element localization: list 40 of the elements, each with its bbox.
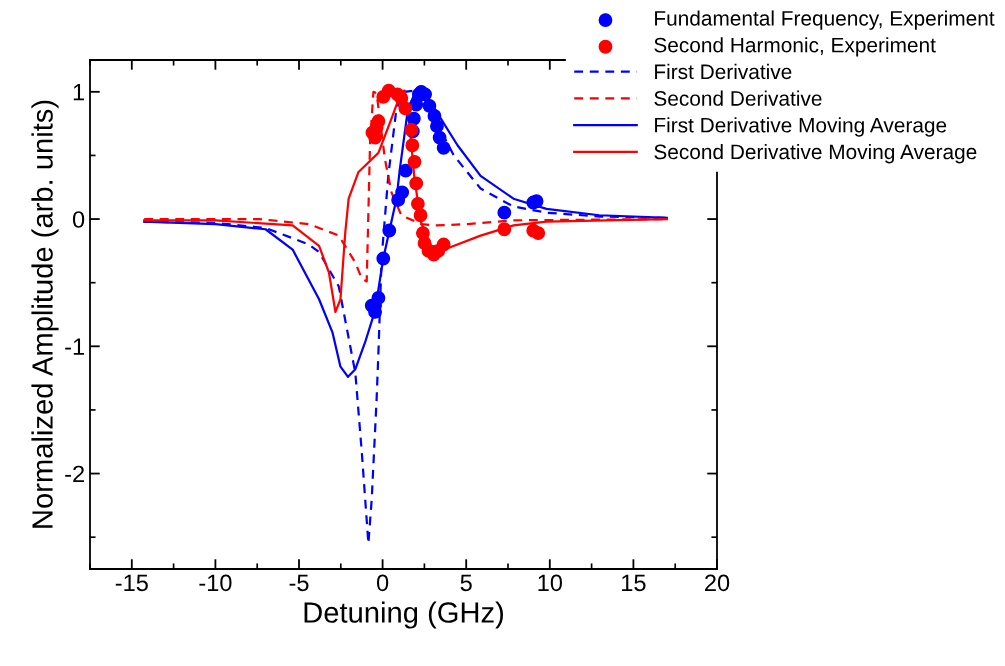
point	[406, 111, 421, 126]
legend-label: Second Derivative Moving Average	[654, 143, 977, 164]
point	[413, 208, 428, 223]
x-tick-label: 20	[705, 574, 730, 592]
point	[422, 98, 437, 113]
point	[371, 114, 386, 128]
x-tick-label: -5	[289, 574, 309, 592]
x-tick-label: 10	[538, 574, 563, 592]
legend-label: Fundamental Frequency, Experiment	[655, 10, 995, 30]
point	[497, 222, 512, 237]
legend-label: First Derivative Moving Average	[655, 117, 947, 137]
y-tick-label: 1	[73, 84, 84, 101]
point	[398, 101, 413, 116]
point	[407, 154, 422, 169]
point	[436, 140, 451, 155]
x-tick-label: 0	[376, 574, 389, 592]
y-tick-label: -1	[65, 338, 84, 355]
x-axis-title: Detuning (GHz)	[304, 601, 503, 629]
y-axis-title: Normalized Amplitude (arb. units)	[31, 100, 59, 528]
point	[395, 185, 410, 200]
x-tick-label: -10	[199, 574, 232, 592]
point	[376, 251, 391, 266]
point	[436, 237, 451, 252]
point	[382, 223, 397, 238]
point	[409, 176, 424, 191]
point	[531, 226, 546, 240]
legend-label: Second Derivative	[654, 90, 822, 106]
y-tick-label: -2	[65, 465, 84, 483]
x-tick-label: 15	[622, 574, 646, 592]
point	[398, 163, 413, 178]
point	[497, 205, 512, 220]
point	[410, 196, 425, 211]
y-tick-label: 0	[72, 211, 85, 228]
x-tick-label: 5	[460, 574, 472, 592]
point	[405, 138, 420, 153]
point	[430, 119, 444, 134]
legend-label: First Derivative	[655, 63, 792, 80]
point	[371, 291, 386, 305]
x-tick-label: -15	[115, 574, 148, 592]
legend-label: Second Harmonic, Experiment	[654, 37, 936, 57]
